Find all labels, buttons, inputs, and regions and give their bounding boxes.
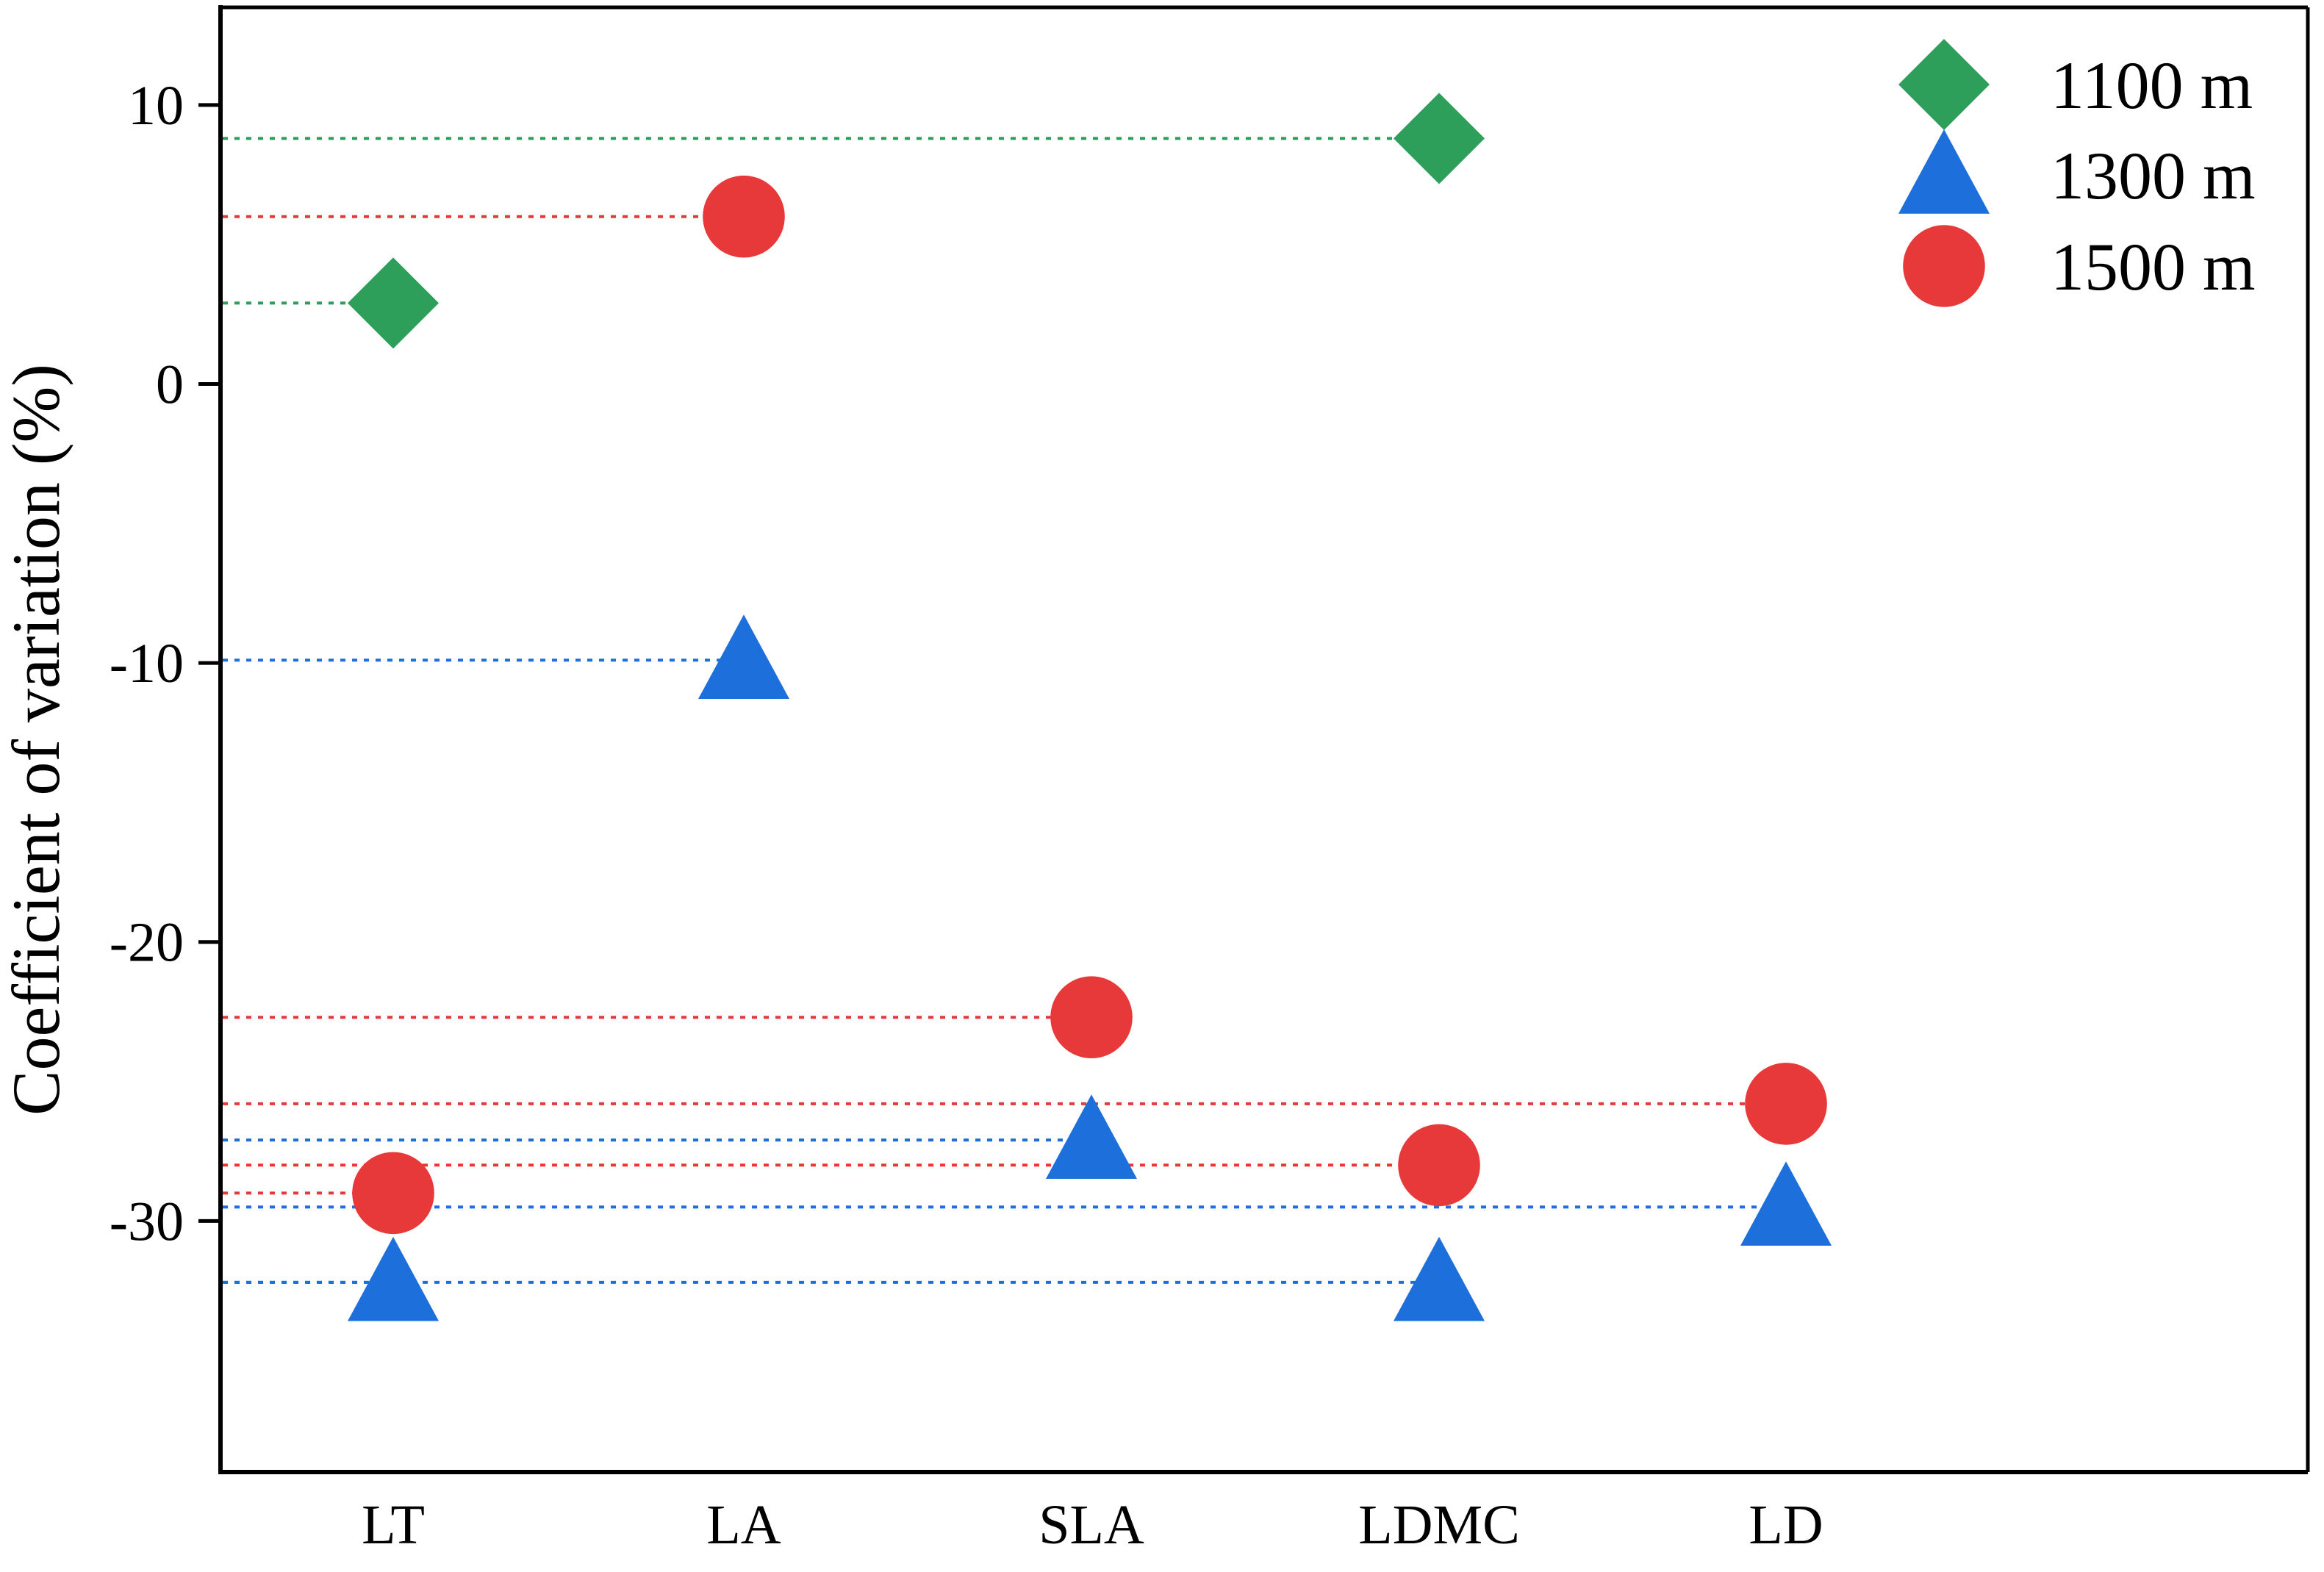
reference-lines: [223, 137, 1786, 1284]
x-tick-label: LDMC: [1358, 1494, 1520, 1556]
legend-label: 1100 m: [2051, 48, 2253, 123]
y-tick-label: -10: [110, 633, 184, 695]
data-point-circle: [703, 175, 785, 258]
y-tick-label: -30: [110, 1191, 184, 1252]
data-point-diamond: [348, 257, 439, 349]
legend-label: 1500 m: [2051, 229, 2256, 304]
y-tick-label: 0: [156, 353, 184, 415]
data-point-circle: [1398, 1124, 1480, 1207]
x-ticks: LT LA SLA LDMC LD: [362, 1494, 1823, 1556]
axes: [218, 5, 2310, 1474]
x-tick-label: LD: [1749, 1494, 1823, 1556]
data-point-triangle: [1394, 1236, 1485, 1321]
data-point-circle: [352, 1152, 434, 1235]
data-point-circle: [1745, 1063, 1827, 1145]
legend-label: 1300 m: [2051, 138, 2256, 213]
y-tick-label: 10: [128, 75, 184, 137]
x-tick-label: LT: [362, 1494, 425, 1556]
legend-marker-triangle: [1898, 129, 1990, 214]
legend-marker-circle: [1903, 225, 1985, 307]
data-point-triangle: [348, 1236, 439, 1321]
y-ticks: 10 0 -10 -20 -30: [110, 75, 220, 1252]
data-marks: [348, 93, 1832, 1321]
data-point-diamond: [1394, 93, 1485, 184]
legend: 1100 m 1300 m 1500 m: [1898, 39, 2256, 307]
data-point-triangle: [1740, 1161, 1832, 1246]
x-tick-label: SLA: [1039, 1494, 1144, 1556]
x-tick-label: LA: [706, 1494, 781, 1556]
data-point-triangle: [1046, 1094, 1137, 1179]
data-point-triangle: [698, 614, 789, 700]
y-axis-title: Coefficient of variation (%): [0, 364, 73, 1116]
y-tick-label: -20: [110, 912, 184, 974]
data-point-circle: [1050, 976, 1133, 1059]
legend-marker-diamond: [1898, 39, 1990, 130]
